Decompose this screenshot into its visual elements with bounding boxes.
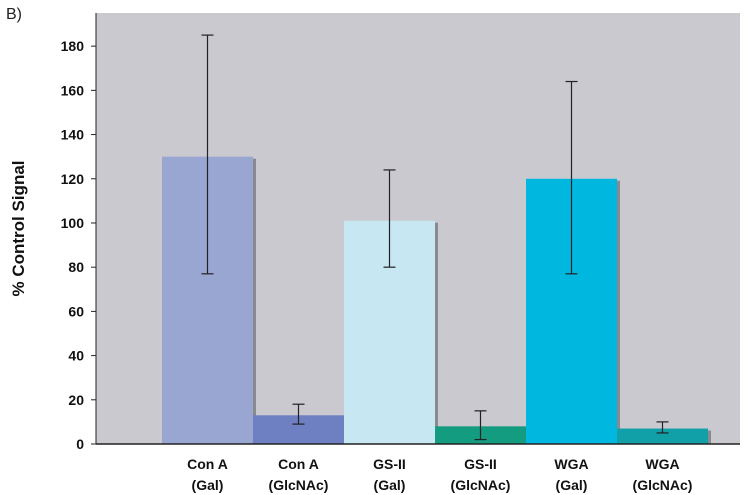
category-sublabel: (Gal) [374, 477, 406, 493]
category-label: Con A [187, 456, 228, 472]
category-sublabel: (GlcNAc) [451, 477, 511, 493]
y-tick-label: 160 [61, 82, 85, 98]
category-sublabel: (GlcNAc) [269, 477, 329, 493]
category-label: GS-II [373, 456, 406, 472]
error-bars-group [201, 34, 669, 441]
y-axis: 0 20 40 60 80 100 120 140 160 180 [61, 13, 97, 452]
category-label: GS-II [464, 456, 497, 472]
category-label: WGA [645, 456, 679, 472]
bar [617, 428, 708, 444]
category-label: WGA [554, 456, 588, 472]
category-sublabel: (Gal) [556, 477, 588, 493]
y-tick-label: 20 [68, 392, 84, 408]
category-sublabel: (Gal) [192, 477, 224, 493]
category-label: Con A [278, 456, 319, 472]
y-tick-label: 0 [76, 436, 84, 452]
x-axis: Con A (Gal) Con A (GlcNAc) GS-II (Gal) GS-II (G… [96, 443, 740, 493]
y-tick-label: 60 [68, 303, 84, 319]
y-axis-title: % Control Signal [9, 161, 28, 297]
panel-label: B) [6, 6, 22, 23]
y-tick-label: 40 [68, 348, 84, 364]
y-tick-label: 180 [61, 38, 85, 54]
y-tick-label: 140 [61, 127, 85, 143]
y-tick-label: 120 [61, 171, 85, 187]
y-tick-label: 80 [68, 259, 84, 275]
category-sublabel: (GlcNAc) [633, 477, 693, 493]
y-tick-label: 100 [61, 215, 85, 231]
